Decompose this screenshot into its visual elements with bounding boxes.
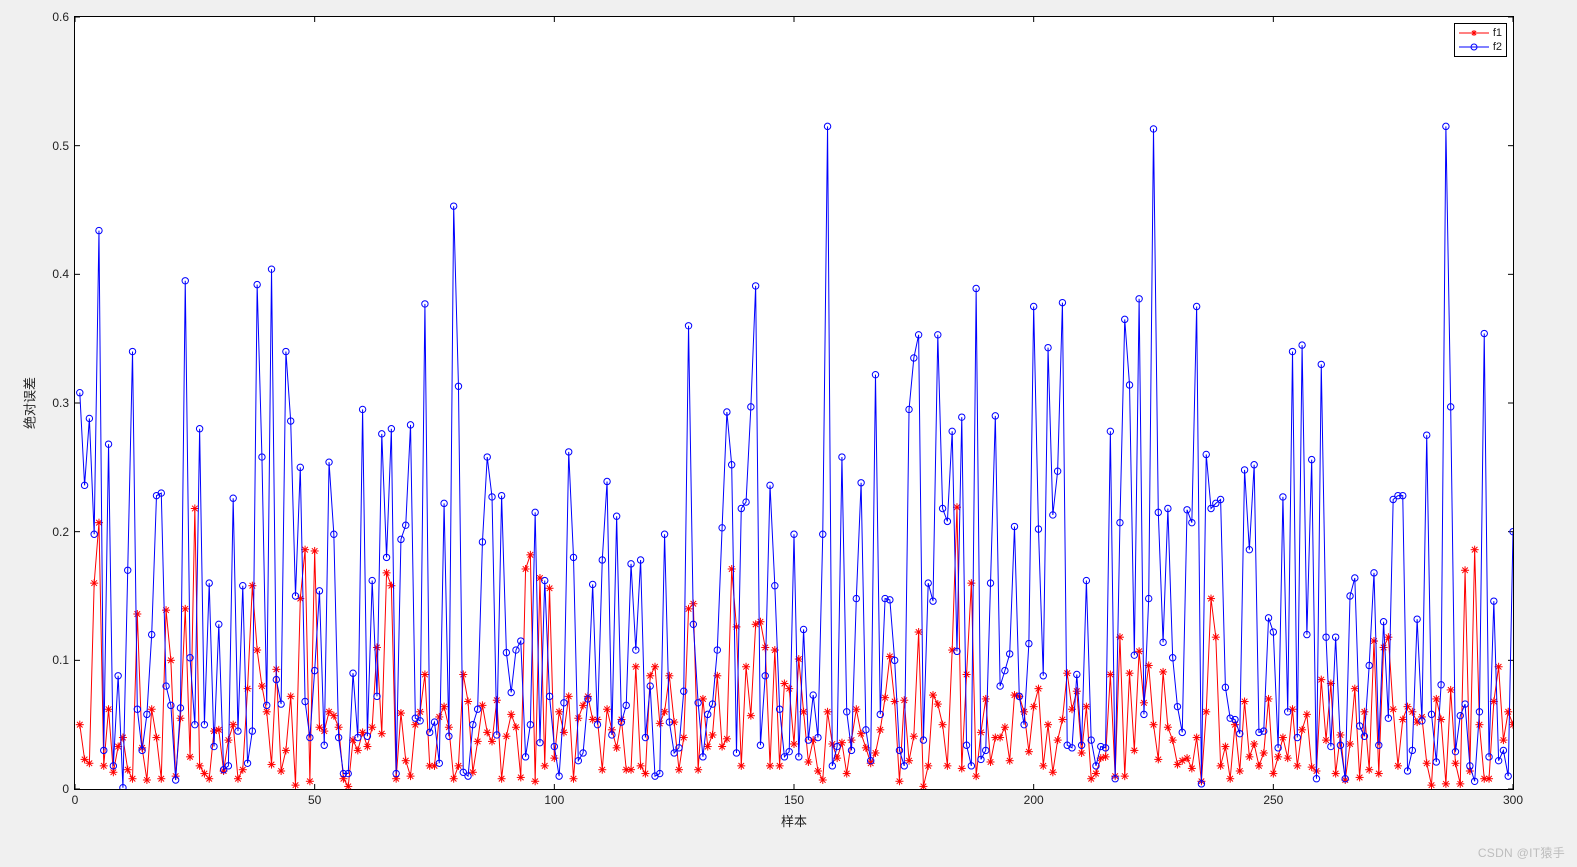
- y-tick-label: 0.6: [52, 10, 75, 24]
- watermark-text: CSDN @IT猿手: [1478, 844, 1565, 861]
- x-axis-label: 样本: [781, 789, 807, 830]
- y-tick-label: 0.4: [52, 267, 75, 281]
- y-tick-label: 0.2: [52, 525, 75, 539]
- x-tick-label: 100: [544, 789, 564, 807]
- axes: 00.10.20.30.40.50.6 050100150200250300 样…: [74, 16, 1514, 790]
- x-tick-label: 50: [308, 789, 321, 807]
- x-tick-label: 300: [1503, 789, 1523, 807]
- y-tick-label: 0.5: [52, 139, 75, 153]
- legend-swatch-f2: [1459, 41, 1489, 53]
- legend-label-f2: f2: [1493, 40, 1502, 54]
- y-tick-label: 0.3: [52, 396, 75, 410]
- x-tick-label: 0: [72, 789, 79, 807]
- x-tick-label: 250: [1263, 789, 1283, 807]
- series-f2: [77, 123, 1513, 789]
- figure-container: 00.10.20.30.40.50.6 050100150200250300 样…: [0, 0, 1577, 867]
- legend-item-f2: f2: [1459, 40, 1502, 54]
- y-tick-label: 0.1: [52, 653, 75, 667]
- legend-label-f1: f1: [1493, 26, 1502, 40]
- legend: f1 f2: [1454, 23, 1507, 57]
- legend-swatch-f1: [1459, 27, 1489, 39]
- x-tick-label: 200: [1024, 789, 1044, 807]
- legend-item-f1: f1: [1459, 26, 1502, 40]
- chart-canvas: [75, 17, 1513, 789]
- y-axis-label: 绝对误差: [20, 377, 39, 429]
